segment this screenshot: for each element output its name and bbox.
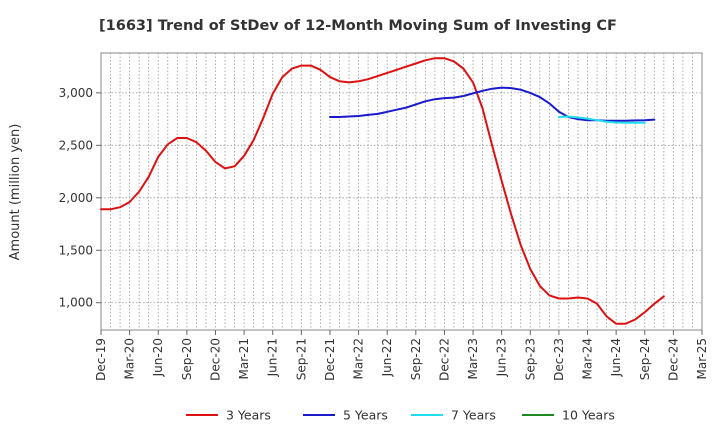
series-layer <box>100 57 665 325</box>
legend-label: 10 Years <box>562 408 615 423</box>
series-line-3-years <box>100 57 665 325</box>
grid-lines <box>101 53 702 330</box>
x-tick-label: Sep-24 <box>638 338 652 380</box>
plot-area <box>100 52 703 331</box>
x-tick-label: Sep-20 <box>180 338 194 380</box>
x-tick-label: Sep-22 <box>409 338 423 380</box>
legend-label: 5 Years <box>343 408 388 423</box>
series-line-7-years <box>557 115 646 124</box>
x-tick-label: Mar-21 <box>237 338 251 379</box>
y-axis-ticks: 1,000 1,500 2,000 2,500 3,000 <box>59 86 101 310</box>
chart-title: [1663] Trend of StDev of 12-Month Moving… <box>99 18 617 34</box>
x-tick-label: Mar-25 <box>695 338 709 379</box>
y-tick-label: 2,000 <box>59 191 93 205</box>
x-axis-ticks: Dec-19 Mar-20 Jun-20 Sep-20 Dec-20 Mar-21 Jun-… <box>94 330 709 381</box>
x-tick-label: Dec-22 <box>437 338 451 381</box>
x-tick-label: Mar-24 <box>581 338 595 379</box>
x-tick-label: Mar-22 <box>352 338 366 379</box>
y-tick-label: 1,000 <box>59 296 93 310</box>
x-tick-label: Dec-23 <box>552 338 566 381</box>
y-tick-label: 1,500 <box>59 243 93 257</box>
x-tick-label: Jun-24 <box>609 338 623 377</box>
legend-label: 7 Years <box>451 408 496 423</box>
x-tick-label: Sep-21 <box>294 338 308 380</box>
y-tick-label: 2,500 <box>59 138 93 152</box>
legend-label: 3 Years <box>226 408 271 423</box>
x-tick-label: Dec-19 <box>94 338 108 381</box>
plot-border <box>100 52 703 331</box>
x-tick-label: Dec-24 <box>666 338 680 381</box>
x-tick-label: Sep-23 <box>523 338 537 380</box>
x-tick-label: Jun-23 <box>495 338 509 377</box>
x-tick-label: Mar-23 <box>466 338 480 379</box>
x-tick-label: Jun-20 <box>151 338 165 377</box>
y-tick-label: 3,000 <box>59 86 93 100</box>
x-tick-label: Jun-21 <box>266 338 280 377</box>
x-tick-label: Jun-22 <box>380 338 394 377</box>
x-tick-label: Dec-20 <box>208 338 222 381</box>
y-axis-title: Amount (million yen) <box>8 124 23 261</box>
x-tick-label: Dec-21 <box>323 338 337 381</box>
x-tick-label: Mar-20 <box>123 338 137 379</box>
legend: 3 Years 5 Years 7 Years 10 Years <box>186 408 615 423</box>
